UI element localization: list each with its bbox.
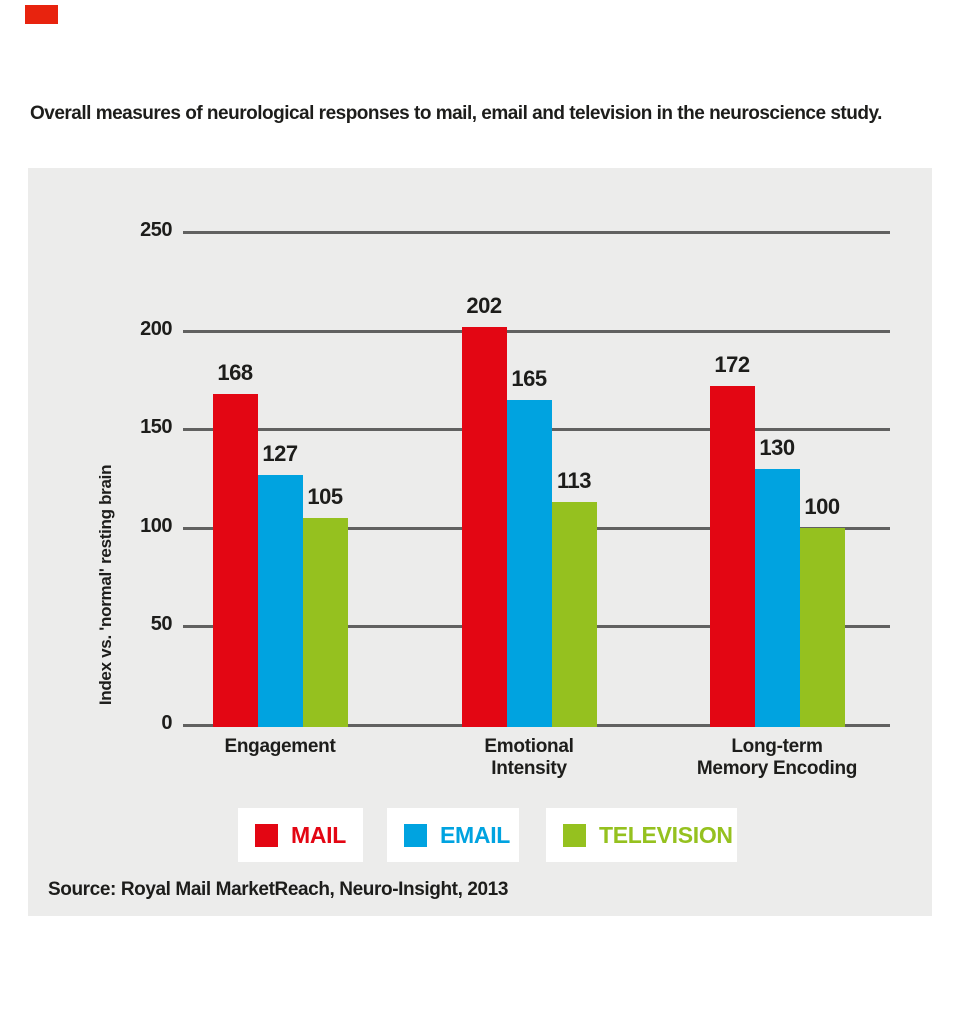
y-tick-label: 200 — [140, 317, 172, 340]
y-axis-label: Index vs. 'normal' resting brain — [96, 464, 115, 706]
bar-mail-3 — [709, 385, 755, 727]
value-label: 113 — [557, 468, 592, 494]
y-tick-label: 0 — [161, 712, 172, 734]
y-tick-label: 150 — [140, 416, 172, 439]
legend-item-email: EMAIL — [387, 808, 519, 862]
value-label: 172 — [714, 351, 750, 377]
legend-label: MAIL — [291, 821, 347, 848]
gridline-y-200 — [183, 329, 890, 333]
source-caption: Source: Royal Mail MarketReach, Neuro-In… — [48, 879, 509, 900]
x-category-label: Engagement — [224, 736, 336, 757]
bar-email-1 — [257, 474, 303, 727]
bar-television-1 — [302, 517, 348, 727]
red-corner-mark — [25, 5, 58, 24]
y-tick-label: 100 — [140, 514, 172, 537]
legend-swatch-mail — [255, 823, 278, 847]
value-label: 127 — [262, 440, 298, 466]
value-label: 168 — [217, 359, 253, 385]
bar-mail-2 — [461, 326, 507, 727]
legend-swatch-email — [404, 823, 427, 847]
legend-label: EMAIL — [440, 821, 511, 848]
y-tick-label: 250 — [140, 219, 172, 241]
gridline-y-250 — [183, 231, 890, 234]
bar-email-3 — [754, 468, 800, 727]
y-tick-label: 50 — [150, 613, 173, 636]
bar-email-2 — [506, 399, 552, 727]
figure-title: Overall measures of neurological respons… — [30, 103, 882, 124]
bar-television-2 — [551, 502, 597, 727]
legend-swatch-television — [563, 823, 586, 847]
value-label: 105 — [307, 483, 343, 509]
legend-item-television: TELEVISION — [546, 808, 737, 862]
value-label: 165 — [511, 365, 547, 391]
value-label: 130 — [759, 434, 795, 460]
bar-television-3 — [799, 527, 845, 727]
legend-item-mail: MAIL — [238, 808, 363, 862]
x-category-label: Emotional Intensity — [484, 736, 574, 780]
legend-label: TELEVISION — [599, 821, 733, 848]
x-category-label: Long-term Memory Encoding — [696, 736, 858, 780]
bar-mail-1 — [212, 393, 258, 727]
value-label: 100 — [804, 493, 840, 519]
value-label: 202 — [466, 292, 502, 318]
